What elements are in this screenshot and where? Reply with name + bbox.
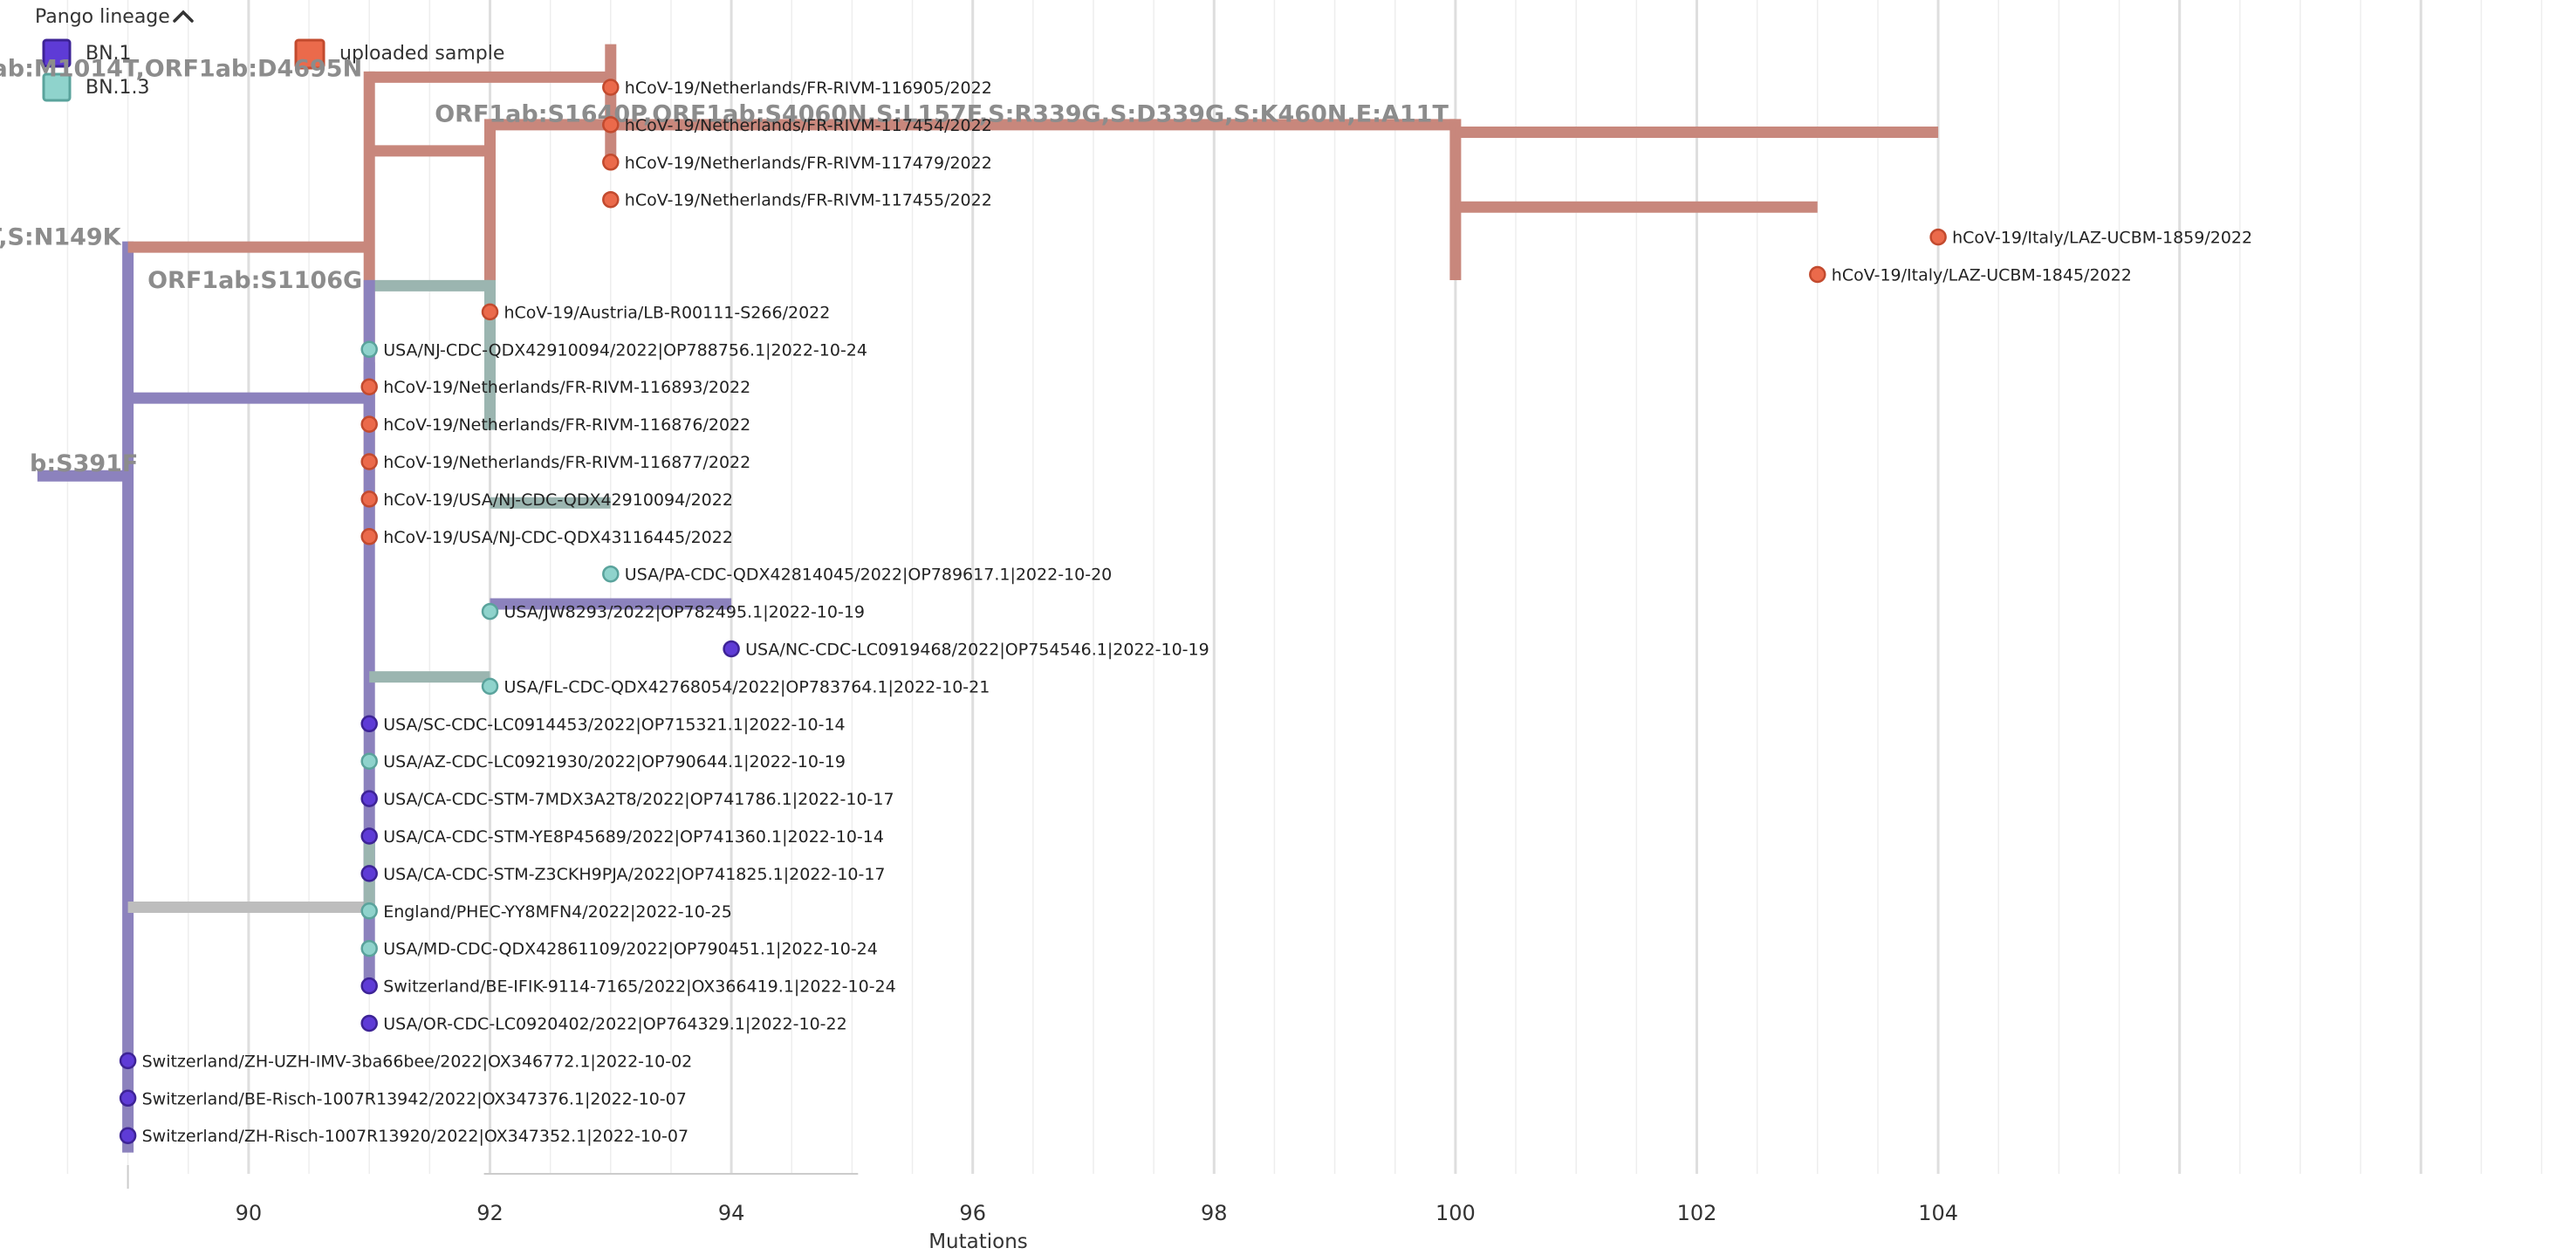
tip-label: hCoV-19/Netherlands/FR-RIVM-116893/2022 — [383, 378, 750, 397]
tip-label: Switzerland/ZH-UZH-IMV-3ba66bee/2022|OX3… — [142, 1052, 693, 1071]
tip-node — [360, 490, 378, 508]
tip-node — [360, 902, 378, 920]
tip-node — [602, 190, 620, 209]
tip-node — [360, 378, 378, 395]
x-axis: 90 92 94 96 98 100 102 104 Mutations — [127, 1165, 1958, 1253]
tip-label: USA/CA-CDC-STM-7MDX3A2T8/2022|OP741786.1… — [383, 790, 894, 809]
tip-label: England/PHEC-YY8MFN4/2022|2022-10-25 — [383, 902, 732, 922]
legend-swatch-bn1 — [42, 38, 72, 68]
tip-node — [119, 1052, 137, 1070]
mutation-label: ORF1ab:A687T,S:N149K — [0, 223, 122, 250]
x-tick-label: 104 — [1918, 1201, 1958, 1225]
legend-swatch-uploaded — [294, 38, 325, 70]
x-axis-title: Mutations — [928, 1231, 1028, 1253]
branches — [37, 44, 1939, 1153]
chevron-up-icon[interactable] — [173, 10, 194, 23]
tip-label: Switzerland/ZH-Risch-1007R13920/2022|OX3… — [142, 1127, 689, 1146]
tip-node — [602, 154, 620, 171]
tip-label: hCoV-19/Netherlands/FR-RIVM-116905/2022 — [625, 79, 992, 98]
tip-label: USA/JW8293/2022|OP782495.1|2022-10-19 — [504, 603, 866, 622]
tip-node — [360, 790, 378, 807]
x-tick-label: 92 — [476, 1201, 504, 1225]
tip-label: USA/PA-CDC-QDX42814045/2022|OP789617.1|2… — [625, 566, 1112, 585]
tip-node — [723, 640, 740, 658]
tip-label: USA/NJ-CDC-QDX42910094/2022|OP788756.1|2… — [383, 340, 867, 360]
tip-label: Switzerland/BE-Risch-1007R13942/2022|OX3… — [142, 1089, 687, 1108]
tip-label: hCoV-19/Italy/LAZ-UCBM-1845/2022 — [1832, 266, 2132, 285]
tip-label: hCoV-19/Netherlands/FR-RIVM-117455/2022 — [625, 191, 992, 210]
mutation-label: ORF1ab:M1014T,ORF1ab:D4695N — [0, 55, 362, 82]
tip-node — [119, 1089, 137, 1108]
tip-node — [360, 752, 378, 770]
tip-label: hCoV-19/Netherlands/FR-RIVM-117479/2022 — [625, 154, 992, 173]
tip-node — [360, 827, 378, 845]
legend-title: Pango lineage — [35, 6, 170, 28]
tip-node — [602, 79, 620, 96]
tip-label: USA/FL-CDC-QDX42768054/2022|OP783764.1|2… — [504, 677, 990, 696]
tip-label: hCoV-19/Austria/LB-R00111-S266/2022 — [504, 303, 831, 322]
tip-node — [481, 677, 499, 696]
tip-label: hCoV-19/Netherlands/FR-RIVM-116876/2022 — [383, 415, 750, 435]
x-tick-label: 100 — [1435, 1201, 1476, 1225]
tip-label: USA/AZ-CDC-LC0921930/2022|OP790644.1|202… — [383, 752, 846, 772]
tip-node — [360, 528, 378, 545]
tip-label: hCoV-19/USA/NJ-CDC-QDX42910094/2022 — [383, 490, 733, 510]
tip-node — [1929, 228, 1947, 246]
grid — [66, 0, 2543, 1174]
tip-node — [360, 977, 378, 995]
x-tick-label: 94 — [718, 1201, 745, 1225]
tip-node — [360, 340, 378, 359]
x-tick-label: 102 — [1677, 1201, 1717, 1225]
x-tick-label: 98 — [1201, 1201, 1228, 1225]
tip-node — [481, 303, 499, 321]
tip-label: Switzerland/BE-IFIK-9114-7165/2022|OX366… — [383, 977, 896, 997]
legend-label-bn1-3: BN.1.3 — [86, 77, 150, 99]
x-tick-label: 96 — [959, 1201, 986, 1225]
legend-swatch-bn1-3 — [42, 72, 72, 102]
x-tick-label: 90 — [236, 1201, 263, 1225]
tips: hCoV-19/Netherlands/FR-RIVM-116905/2022 h… — [119, 79, 2252, 1146]
tip-label: hCoV-19/Netherlands/FR-RIVM-116877/2022 — [383, 453, 750, 472]
tip-node — [360, 939, 378, 957]
tip-label: USA/OR-CDC-LC0920402/2022|OP764329.1|202… — [383, 1015, 847, 1034]
tip-node — [360, 453, 378, 470]
mutation-label: ORF1ab:S1106G — [147, 267, 362, 294]
tip-label: hCoV-19/Netherlands/FR-RIVM-117454/2022 — [625, 116, 992, 135]
tip-node — [360, 1014, 378, 1032]
tip-node — [602, 116, 620, 134]
tip-label: hCoV-19/USA/NJ-CDC-QDX43116445/2022 — [383, 528, 733, 547]
tip-label: USA/CA-CDC-STM-YE8P45689/2022|OP741360.1… — [383, 827, 884, 847]
tip-node — [119, 1127, 137, 1144]
tip-label: USA/NC-CDC-LC0919468/2022|OP754546.1|202… — [745, 641, 1209, 660]
tip-node — [360, 865, 378, 882]
mutation-label: b:S391F — [30, 450, 138, 477]
tip-node — [481, 602, 499, 621]
tip-label: hCoV-19/Italy/LAZ-UCBM-1859/2022 — [1952, 229, 2252, 248]
tip-node — [602, 565, 620, 583]
tip-node — [1809, 265, 1826, 284]
tip-node — [360, 415, 378, 433]
tip-label: USA/SC-CDC-LC0914453/2022|OP715321.1|202… — [383, 715, 845, 734]
legend-label-bn1: BN.1 — [86, 43, 132, 65]
tip-label: USA/MD-CDC-QDX42861109/2022|OP790451.1|2… — [383, 940, 878, 959]
legend-label-uploaded: uploaded sample — [339, 43, 504, 65]
legend: Pango lineage BN.1 BN.1.3 uploaded sampl… — [35, 6, 504, 102]
tip-node — [360, 715, 378, 733]
tip-label: USA/CA-CDC-STM-Z3CKH9PJA/2022|OP741825.1… — [383, 865, 885, 884]
